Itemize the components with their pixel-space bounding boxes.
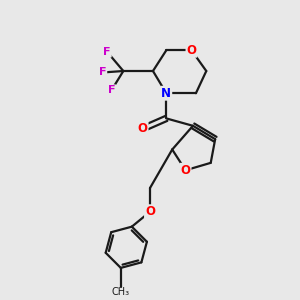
Text: F: F xyxy=(108,85,115,95)
Text: O: O xyxy=(187,44,196,57)
Text: N: N xyxy=(161,87,171,100)
Text: CH₃: CH₃ xyxy=(112,287,130,298)
Text: F: F xyxy=(103,47,111,57)
Text: F: F xyxy=(99,68,106,77)
Text: O: O xyxy=(138,122,148,135)
Text: O: O xyxy=(181,164,190,177)
Text: O: O xyxy=(145,205,155,218)
